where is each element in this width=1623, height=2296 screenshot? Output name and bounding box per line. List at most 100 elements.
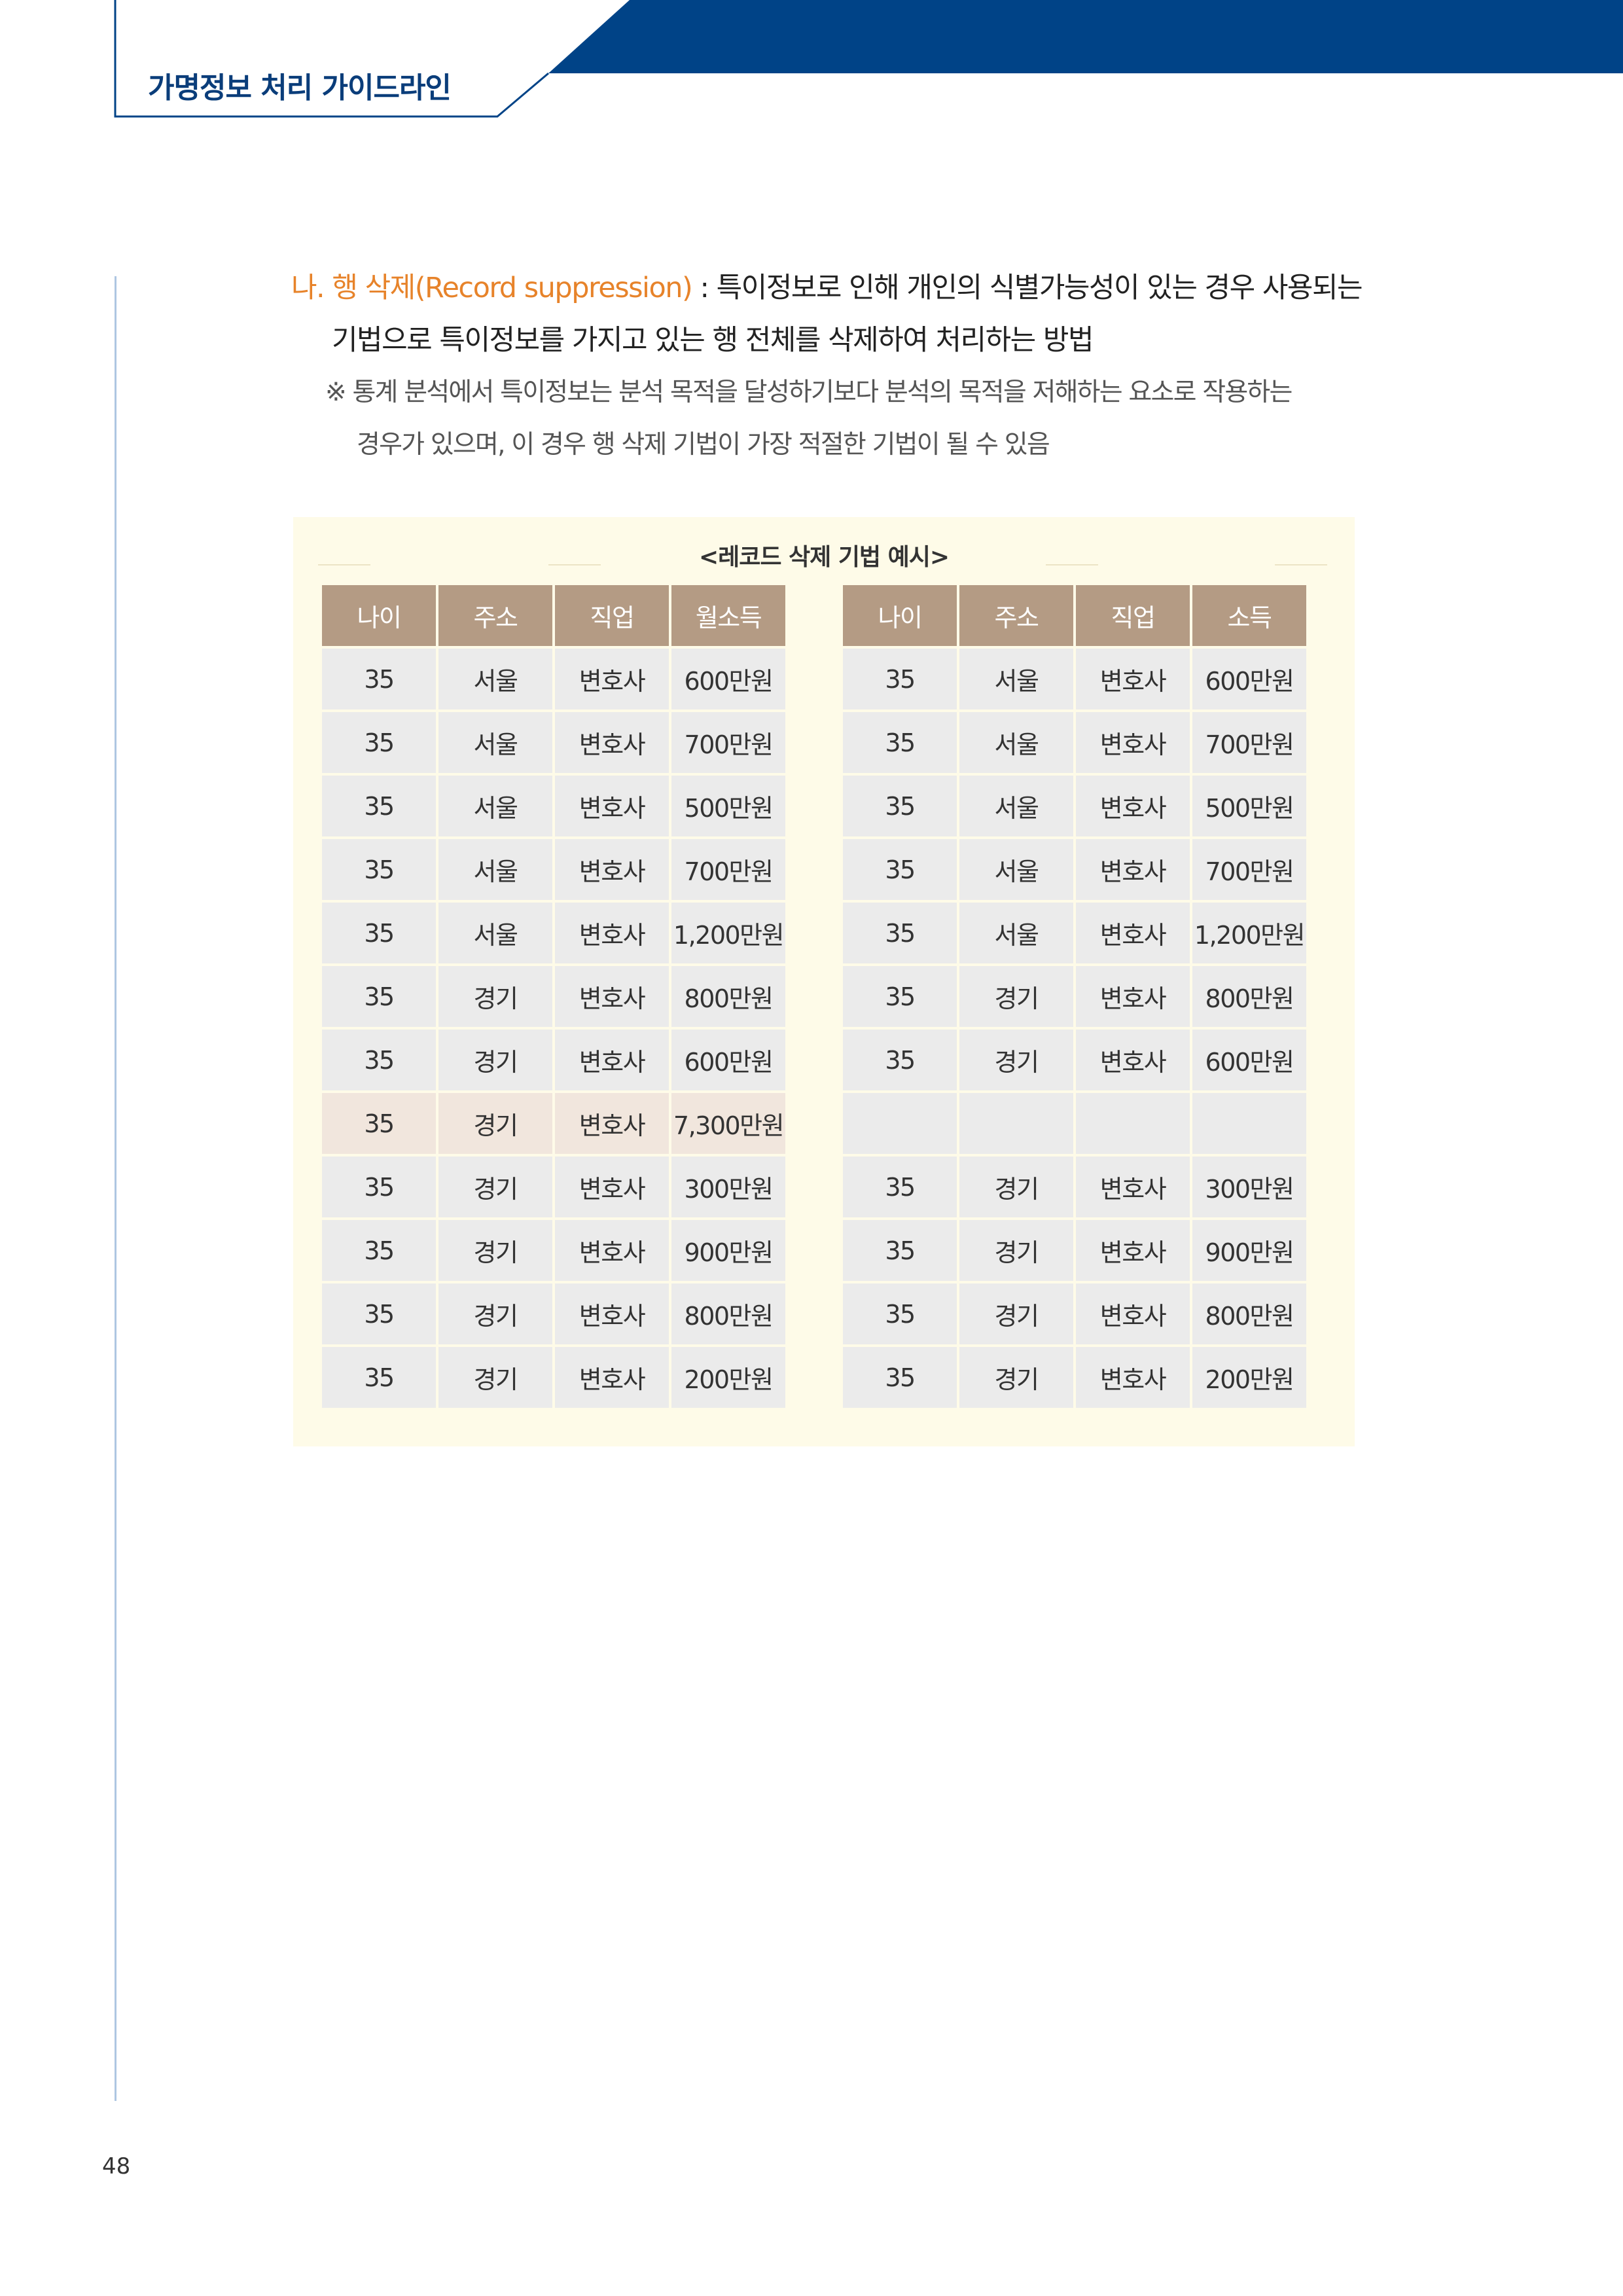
column-header: 나이 xyxy=(322,585,436,646)
table-cell: 경기 xyxy=(438,1157,552,1217)
header-band xyxy=(114,0,1623,118)
original-records-table: 나이 주소 직업 월소득 35 서울 변호사 600만원 35 서울 변호사 700만원 35 서울 변호… xyxy=(319,583,788,1410)
table-cell: 변호사 xyxy=(1076,1157,1190,1217)
section-description-continued: 기법으로 특이정보를 가지고 있는 행 전체를 삭제하여 처리하는 방법 xyxy=(332,324,1094,357)
table-cell: 35 xyxy=(843,776,957,836)
table-cell: 서울 xyxy=(438,903,552,963)
table-row: 35 경기 변호사 800만원 xyxy=(322,1283,785,1344)
table-row: 35 서울 변호사 700만원 xyxy=(843,712,1306,773)
table-cell: 경기 xyxy=(959,1157,1073,1217)
table-cell: 서울 xyxy=(959,712,1073,773)
table-cell: 35 xyxy=(843,1347,957,1408)
column-header: 직업 xyxy=(555,585,669,646)
table-row: 35 경기 변호사 200만원 xyxy=(322,1347,785,1408)
table-cell: 경기 xyxy=(438,1093,552,1154)
table-row: 35 서울 변호사 700만원 xyxy=(322,712,785,773)
table-cell: 변호사 xyxy=(555,776,669,836)
table-cell: 35 xyxy=(322,839,436,900)
table-cell: 800만원 xyxy=(671,966,785,1027)
table-cell: 서울 xyxy=(438,839,552,900)
table-cell: 경기 xyxy=(438,1030,552,1090)
table-row: 35 경기 변호사 800만원 xyxy=(843,966,1306,1027)
table-cell: 경기 xyxy=(438,1283,552,1344)
caption-rule xyxy=(548,564,601,565)
table-row: 35 서울 변호사 600만원 xyxy=(322,649,785,709)
table-row: 35 서울 변호사 500만원 xyxy=(322,776,785,836)
table-cell: 경기 xyxy=(959,1347,1073,1408)
table-row: 35 경기 변호사 900만원 xyxy=(843,1220,1306,1281)
header-outline xyxy=(114,0,549,118)
caption-rule xyxy=(1046,564,1098,565)
heading-colon: : xyxy=(692,272,717,304)
table-cell: 500만원 xyxy=(671,776,785,836)
table-cell: 7,300만원 xyxy=(671,1093,785,1154)
table-cell: 서울 xyxy=(959,649,1073,709)
table-cell: 35 xyxy=(843,1220,957,1281)
table-cell: 800만원 xyxy=(1192,1283,1306,1344)
table-cell: 서울 xyxy=(959,776,1073,836)
table-row: 35 경기 변호사 200만원 xyxy=(843,1347,1306,1408)
table-cell: 변호사 xyxy=(555,1030,669,1090)
table-cell: 변호사 xyxy=(1076,1220,1190,1281)
table-cell: 변호사 xyxy=(1076,712,1190,773)
table-cell: 700만원 xyxy=(1192,712,1306,773)
table-row: 35 경기 변호사 600만원 xyxy=(322,1030,785,1090)
table-cell: 변호사 xyxy=(555,1283,669,1344)
table-row: 35 경기 변호사 600만원 xyxy=(843,1030,1306,1090)
table-cell: 35 xyxy=(322,1283,436,1344)
table-cell: 700만원 xyxy=(671,839,785,900)
table-cell: 경기 xyxy=(438,966,552,1027)
suppressed-records-table: 나이 주소 직업 소득 35 서울 변호사 600만원 35 서울 변호사 700만원 35 서울 변호사… xyxy=(840,583,1309,1410)
table-row: 35 경기 변호사 900만원 xyxy=(322,1220,785,1281)
table-cell: 700만원 xyxy=(1192,839,1306,900)
table-cell: 35 xyxy=(322,1347,436,1408)
table-cell: 35 xyxy=(843,1283,957,1344)
example-table-box: <레코드 삭제 기법 예시> 나이 주소 직업 월소득 35 서울 변호사 600만원 35 서… xyxy=(293,517,1355,1446)
table-row xyxy=(843,1093,1306,1154)
table-cell: 변호사 xyxy=(1076,776,1190,836)
table-cell: 변호사 xyxy=(1076,1030,1190,1090)
table-cell: 35 xyxy=(843,1030,957,1090)
running-header-title: 가명정보 처리 가이드라인 xyxy=(148,71,452,105)
note-line-1: ※ 통계 분석에서 특이정보는 분석 목적을 달성하기보다 분석의 목적을 저해… xyxy=(325,378,1293,407)
table-cell: 600만원 xyxy=(671,649,785,709)
table-cell: 800만원 xyxy=(671,1283,785,1344)
table-cell: 35 xyxy=(843,966,957,1027)
table-cell: 35 xyxy=(843,839,957,900)
table-header-row: 나이 주소 직업 월소득 xyxy=(322,585,785,646)
section-heading-label: 나. 행 삭제(Record suppression) xyxy=(291,272,693,304)
table-row: 35 서울 변호사 600만원 xyxy=(843,649,1306,709)
table-cell: 500만원 xyxy=(1192,776,1306,836)
table-cell: 변호사 xyxy=(555,1093,669,1154)
caption-rule xyxy=(318,564,370,565)
column-header: 주소 xyxy=(438,585,552,646)
table-cell: 300만원 xyxy=(671,1157,785,1217)
table-cell: 35 xyxy=(843,712,957,773)
table-cell: 35 xyxy=(322,1220,436,1281)
table-cell: 경기 xyxy=(959,1283,1073,1344)
table-cell: 변호사 xyxy=(555,649,669,709)
table-cell: 600만원 xyxy=(1192,649,1306,709)
table-cell xyxy=(843,1093,957,1154)
caption-rule xyxy=(1275,564,1327,565)
table-row: 35 서울 변호사 700만원 xyxy=(843,839,1306,900)
table-cell: 35 xyxy=(843,649,957,709)
table-cell: 600만원 xyxy=(671,1030,785,1090)
table-cell: 35 xyxy=(322,966,436,1027)
table-cell: 35 xyxy=(322,1030,436,1090)
table-cell: 변호사 xyxy=(555,1220,669,1281)
table-cell: 1,200만원 xyxy=(671,903,785,963)
table-cell: 변호사 xyxy=(1076,966,1190,1027)
column-header: 직업 xyxy=(1076,585,1190,646)
table-cell: 900만원 xyxy=(671,1220,785,1281)
page-number: 48 xyxy=(102,2153,131,2179)
table-row: 35 경기 변호사 300만원 xyxy=(322,1157,785,1217)
table-cell: 1,200만원 xyxy=(1192,903,1306,963)
table-cell: 35 xyxy=(843,1157,957,1217)
table-cell: 변호사 xyxy=(555,1347,669,1408)
table-cell: 경기 xyxy=(438,1347,552,1408)
table-header-row: 나이 주소 직업 소득 xyxy=(843,585,1306,646)
table-caption: <레코드 삭제 기법 예시> xyxy=(698,544,950,571)
table-cell: 변호사 xyxy=(1076,903,1190,963)
table-row: 35 경기 변호사 800만원 xyxy=(322,966,785,1027)
